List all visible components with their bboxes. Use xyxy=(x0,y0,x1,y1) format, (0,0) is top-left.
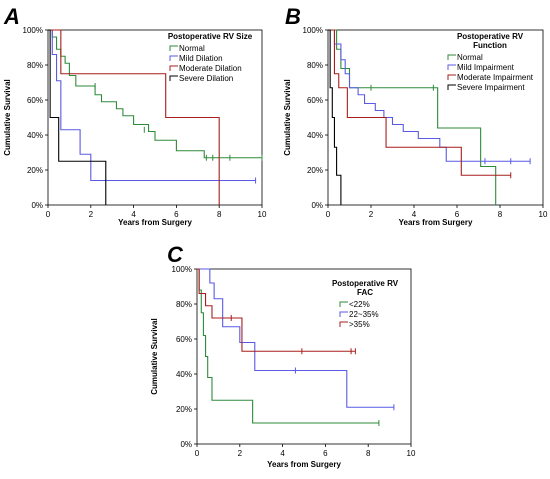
legend-swatch xyxy=(339,301,348,307)
legend-title: FAC xyxy=(357,288,373,297)
series-line-2 xyxy=(48,29,256,182)
legend-label: <22% xyxy=(349,300,370,309)
series-line-3 xyxy=(328,29,511,176)
legend-label: Severe Dilation xyxy=(179,74,233,83)
legend-label: >35% xyxy=(349,320,370,329)
legend-title: Postoperative RV xyxy=(332,279,399,288)
y-axis-title: Cumulative Survival xyxy=(150,318,159,394)
series-line-3 xyxy=(197,268,356,352)
legend-title: Postoperative RV xyxy=(457,32,524,41)
x-tick-label: 6 xyxy=(323,449,328,458)
x-tick-label: 6 xyxy=(455,210,460,219)
x-axis-title: Years from Surgery xyxy=(267,460,341,469)
x-axis-title: Years from Surgery xyxy=(118,218,192,227)
panel-a: A 0% 20% 40% 60% 80% 100% 0 2 4 6 8 10 Years from Sur… xyxy=(3,4,267,227)
series-line-4 xyxy=(48,29,107,205)
series-line-1 xyxy=(197,268,379,424)
panel-c: C 0% 20% 40% 60% 80% 100% 0 2 4 6 8 10 Years from Sur… xyxy=(150,242,416,469)
legend-label: Severe Impairment xyxy=(457,83,525,92)
x-tick-label: 8 xyxy=(498,210,503,219)
x-axis-title: Years from Surgery xyxy=(399,218,473,227)
y-tick-label: 80% xyxy=(176,300,192,309)
y-tick-label: 0% xyxy=(31,201,43,210)
legend-swatch xyxy=(169,55,178,61)
series-line-3 xyxy=(48,29,220,205)
x-tick-label: 4 xyxy=(412,210,417,219)
y-tick-label: 100% xyxy=(303,26,323,35)
legend-swatch xyxy=(447,84,456,90)
y-tick-label: 20% xyxy=(176,405,192,414)
x-tick-label: 4 xyxy=(131,210,136,219)
legend-label: Mild Impairment xyxy=(457,63,515,72)
legend-label: Normal xyxy=(179,44,205,53)
y-tick-label: 80% xyxy=(307,61,323,70)
y-tick-label: 60% xyxy=(27,96,43,105)
legend-title: Function xyxy=(473,41,507,50)
y-tick-label: 100% xyxy=(172,265,192,274)
x-tick-label: 10 xyxy=(258,210,267,219)
x-tick-label: 8 xyxy=(217,210,222,219)
panel-b: B 0% 20% 40% 60% 80% 100% 0 2 4 6 8 10 Years from Sur… xyxy=(283,4,548,227)
y-tick-label: 80% xyxy=(27,61,43,70)
plot-frame xyxy=(47,29,263,206)
legend-swatch xyxy=(169,75,178,81)
y-tick-label: 40% xyxy=(307,131,323,140)
panel-letter: A xyxy=(3,4,20,29)
legend-swatch xyxy=(339,321,348,327)
x-tick-label: 2 xyxy=(89,210,94,219)
panel-letter: C xyxy=(167,242,184,267)
y-tick-label: 60% xyxy=(176,335,192,344)
series-line-4 xyxy=(328,29,342,205)
x-tick-label: 0 xyxy=(46,210,51,219)
y-axis-title: Cumulative Survival xyxy=(3,79,12,155)
legend-label: Normal xyxy=(457,53,483,62)
legend-swatch xyxy=(447,54,456,60)
y-tick-label: 40% xyxy=(27,131,43,140)
y-tick-label: 60% xyxy=(307,96,323,105)
x-tick-label: 6 xyxy=(174,210,179,219)
y-tick-label: 20% xyxy=(307,166,323,175)
y-tick-label: 40% xyxy=(176,370,192,379)
y-tick-label: 0% xyxy=(311,201,323,210)
plot-frame xyxy=(327,29,544,206)
x-tick-label: 4 xyxy=(280,449,285,458)
series-line-2 xyxy=(328,29,531,162)
legend-title: Postoperative RV Size xyxy=(168,32,253,41)
panel-letter: B xyxy=(285,4,301,29)
x-tick-label: 0 xyxy=(195,449,200,458)
x-tick-label: 8 xyxy=(366,449,371,458)
y-tick-label: 100% xyxy=(23,26,43,35)
x-tick-label: 2 xyxy=(238,449,243,458)
legend-label: Moderate Dilation xyxy=(179,64,242,73)
legend-swatch xyxy=(447,64,456,70)
series-line-2 xyxy=(197,268,394,408)
plot-frame xyxy=(196,268,412,445)
y-tick-label: 0% xyxy=(180,440,192,449)
legend-swatch xyxy=(169,45,178,51)
legend-swatch xyxy=(447,74,456,80)
legend-label: Mild Dilation xyxy=(179,54,223,63)
y-axis-title: Cumulative Survival xyxy=(283,79,292,155)
x-tick-label: 10 xyxy=(539,210,548,219)
y-tick-label: 20% xyxy=(27,166,43,175)
legend-label: Moderate Impairment xyxy=(457,73,534,82)
x-tick-label: 2 xyxy=(369,210,374,219)
legend-label: 22~35% xyxy=(349,310,379,319)
legend-swatch xyxy=(339,311,348,317)
x-tick-label: 0 xyxy=(326,210,331,219)
legend-swatch xyxy=(169,65,178,71)
x-tick-label: 10 xyxy=(407,449,416,458)
